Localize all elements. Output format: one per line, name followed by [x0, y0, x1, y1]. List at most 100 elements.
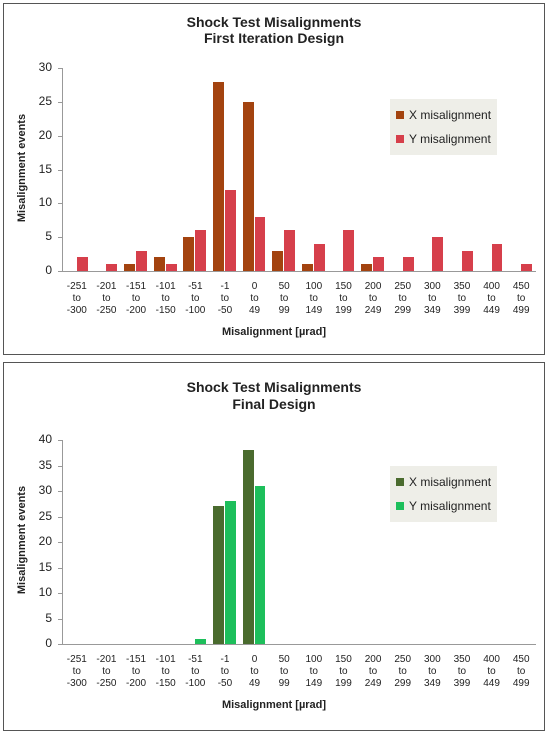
- legend-label: X misalignment: [409, 108, 492, 122]
- x-tick-label: -151 to -200: [126, 281, 147, 316]
- bar: [213, 506, 224, 644]
- bar: [491, 243, 503, 271]
- x-tick-label: 250 to 299: [394, 281, 412, 316]
- bar: [124, 264, 136, 271]
- y-tick: [58, 203, 62, 205]
- legend-swatch: [396, 111, 404, 119]
- legend-swatch: [396, 478, 404, 486]
- bar: [254, 485, 266, 644]
- x-tick-label: 450 to 499: [512, 281, 530, 316]
- bar: [461, 250, 473, 271]
- y-tick: [58, 135, 62, 137]
- y-tick-label: 40: [38, 432, 52, 446]
- x-tick-label: -201 to -250: [96, 281, 117, 316]
- y-tick-label: 20: [38, 127, 52, 142]
- y-tick-label: 5: [45, 229, 52, 244]
- bar: [153, 257, 165, 271]
- x-tick-label: 100 to 149: [305, 654, 323, 689]
- legend-item: Y misalignment: [396, 494, 491, 518]
- x-tick-label: 450 to 499: [512, 654, 530, 689]
- y-tick: [58, 593, 62, 594]
- x-tick-label: -51 to -100: [185, 654, 206, 689]
- y-tick: [58, 516, 62, 518]
- x-tick-label: -1 to -50: [217, 654, 233, 689]
- chart-panel: Shock Test Misalignments Final Design 0 5 10…: [3, 362, 545, 731]
- x-tick-label: 50 to 99: [278, 654, 290, 689]
- y-tick: [58, 542, 62, 543]
- y-axis-label: Misalignment events: [16, 485, 28, 595]
- x-tick-label: -151 to -200: [126, 654, 147, 689]
- y-tick: [58, 644, 62, 645]
- y-tick-label: 25: [38, 93, 52, 108]
- bar: [242, 101, 254, 271]
- y-tick-label: 15: [38, 559, 52, 574]
- y-tick: [58, 169, 62, 171]
- x-tick-label: -101 to -150: [155, 654, 176, 689]
- bar: [106, 264, 118, 271]
- x-tick-label: 350 to 399: [453, 281, 471, 316]
- x-axis-label: Misalignment [µrad]: [221, 326, 327, 338]
- chart-subtitle: First Iteration Design: [203, 30, 345, 46]
- y-tick: [58, 567, 62, 569]
- bar: [195, 230, 207, 271]
- y-tick: [58, 440, 62, 441]
- y-tick-label: 0: [45, 263, 52, 277]
- y-tick-label: 30: [38, 483, 52, 497]
- y-axis: [62, 440, 63, 644]
- x-tick-label: 0 to 49: [249, 654, 261, 689]
- legend-label: Y misalignment: [409, 499, 491, 513]
- legend: X misalignment Y misalignment: [390, 99, 498, 155]
- bar: [301, 264, 313, 271]
- y-tick-label: 5: [45, 610, 52, 625]
- x-tick-label: 50 to 99: [278, 281, 290, 316]
- bar: [361, 264, 373, 271]
- legend-item: X misalignment: [396, 103, 491, 127]
- y-tick: [58, 465, 62, 467]
- y-axis: [62, 68, 63, 271]
- y-tick-label: 20: [38, 534, 52, 548]
- chart-subtitle: Final Design: [232, 396, 316, 412]
- x-tick-label: 250 to 299: [394, 654, 412, 689]
- x-tick-label: -51 to -100: [185, 281, 206, 316]
- y-tick-label: 25: [38, 508, 52, 523]
- x-tick-label: 200 to 249: [364, 654, 382, 689]
- bar: [165, 264, 177, 271]
- bar: [224, 189, 236, 271]
- y-tick-label: 10: [38, 585, 52, 599]
- x-tick-label: 0 to 49: [249, 281, 261, 316]
- y-tick: [58, 101, 62, 103]
- x-tick-label: -201 to -250: [96, 654, 117, 689]
- bar: [373, 257, 384, 271]
- x-tick-label: -1 to -50: [217, 281, 233, 316]
- bar: [343, 230, 355, 271]
- x-tick-label: 350 to 399: [453, 654, 471, 689]
- bar: [272, 250, 284, 271]
- legend-item: Y misalignment: [396, 127, 491, 151]
- bar: [313, 243, 325, 271]
- x-tick-label: 300 to 349: [423, 281, 441, 316]
- bar: [242, 450, 254, 644]
- bar: [284, 230, 296, 271]
- x-tick-label: 100 to 149: [305, 281, 323, 316]
- x-tick-label: 150 to 199: [335, 281, 352, 316]
- y-tick: [58, 237, 62, 239]
- y-tick-label: 0: [45, 636, 52, 650]
- bar: [76, 257, 88, 271]
- y-tick: [58, 68, 62, 69]
- y-tick-label: 15: [38, 161, 52, 176]
- legend: X misalignment Y misalignment: [390, 466, 498, 522]
- chart-title: Shock Test Misalignments: [186, 14, 362, 30]
- legend-swatch: [396, 135, 404, 143]
- legend-swatch: [396, 502, 404, 510]
- y-tick-label: 35: [38, 457, 52, 472]
- x-axis-label: Misalignment [µrad]: [221, 699, 327, 711]
- bar: [521, 264, 533, 271]
- x-tick-label: 300 to 349: [423, 654, 441, 689]
- y-axis-label: Misalignment events: [16, 113, 28, 222]
- bar: [224, 501, 236, 644]
- y-tick-label: 10: [38, 195, 52, 210]
- y-tick-label: 30: [38, 60, 52, 74]
- x-tick-label: -101 to -150: [155, 281, 176, 316]
- bar: [432, 237, 444, 271]
